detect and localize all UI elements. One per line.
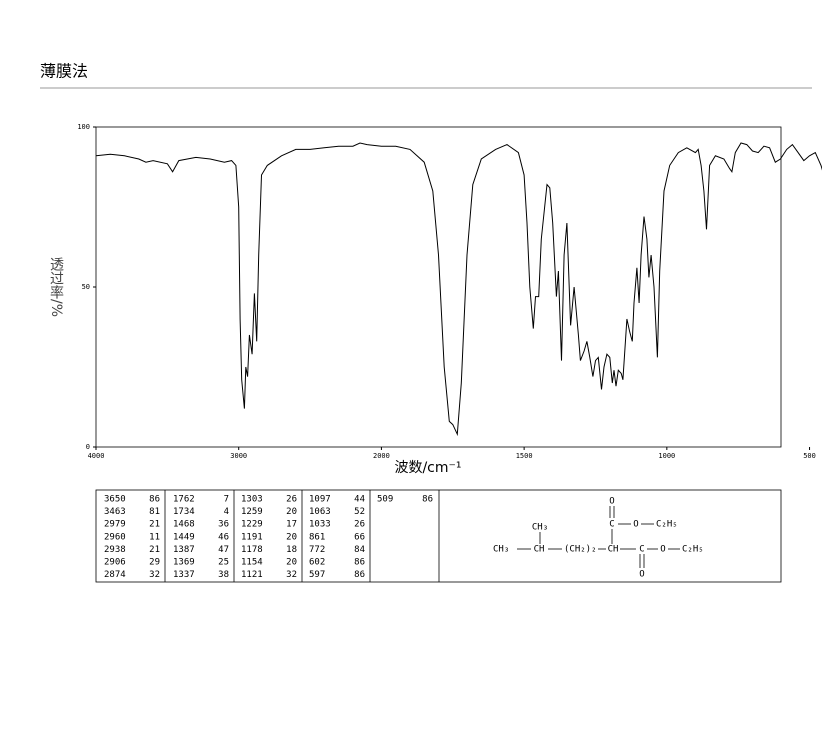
structure-label: O [639,570,644,580]
structure-label: C [609,520,614,530]
peak-transmittance: 20 [286,532,297,542]
peak-transmittance: 86 [354,558,365,568]
peak-wavenumber: 2874 [104,570,126,580]
peak-wavenumber: 3650 [104,495,126,505]
peak-transmittance: 26 [354,520,365,530]
peak-transmittance: 21 [149,545,160,555]
x-tick-label: 4000 [88,452,105,460]
structure-label: (CH₂)₂ [564,545,597,555]
structure-label: CH₃ [532,523,548,533]
peak-transmittance: 26 [286,495,297,505]
peak-wavenumber: 2906 [104,558,126,568]
peak-transmittance: 29 [149,558,160,568]
structure-label: CH [534,545,545,555]
peak-wavenumber: 2938 [104,545,126,555]
structure-label: O [633,520,638,530]
peak-wavenumber: 1387 [173,545,195,555]
peak-transmittance: 66 [354,532,365,542]
y-tick-label: 100 [77,123,90,131]
peak-wavenumber: 1154 [241,558,263,568]
x-tick-label: 1000 [658,452,675,460]
structure-label: C [639,545,644,555]
peak-wavenumber: 1178 [241,545,263,555]
peak-transmittance: 44 [354,495,365,505]
peak-transmittance: 86 [149,495,160,505]
peak-transmittance: 52 [354,507,365,517]
peak-wavenumber: 1097 [309,495,331,505]
peak-wavenumber: 1121 [241,570,263,580]
x-tick-label: 3000 [230,452,247,460]
peak-wavenumber: 1303 [241,495,263,505]
peak-wavenumber: 861 [309,532,325,542]
peak-wavenumber: 1063 [309,507,331,517]
x-axis-label: 波数/cm⁻¹ [394,460,461,476]
peak-transmittance: 11 [149,532,160,542]
structure-label: O [660,545,665,555]
peak-wavenumber: 1468 [173,520,195,530]
peak-transmittance: 86 [422,495,433,505]
peak-wavenumber: 597 [309,570,325,580]
peak-transmittance: 32 [149,570,160,580]
peak-wavenumber: 1033 [309,520,331,530]
peak-transmittance: 20 [286,507,297,517]
chart-title: 薄膜法 [40,62,88,81]
structure-label: C₂H₅ [656,520,678,530]
plot-frame [95,126,782,448]
peak-transmittance: 21 [149,520,160,530]
peak-wavenumber: 1449 [173,532,195,542]
x-tick-label: 2000 [373,452,390,460]
peak-wavenumber: 2979 [104,520,126,530]
peak-transmittance: 17 [286,520,297,530]
y-tick-label: 0 [86,443,90,451]
peak-wavenumber: 1369 [173,558,195,568]
peak-wavenumber: 1337 [173,570,195,580]
peak-wavenumber: 509 [377,495,393,505]
peak-wavenumber: 2960 [104,532,126,542]
peak-transmittance: 84 [354,545,365,555]
peak-transmittance: 81 [149,507,160,517]
peak-wavenumber: 1229 [241,520,263,530]
peak-wavenumber: 772 [309,545,325,555]
table-frame [95,489,782,583]
spectrum-line [95,142,822,437]
structure-bonds [517,506,680,568]
structure-label: CH₃ [493,545,509,555]
peak-wavenumber: 1191 [241,532,263,542]
y-axis-label: 透过率/% [48,257,64,317]
structure-label: CH [608,545,619,555]
peak-wavenumber: 1734 [173,507,195,517]
table-dividers [164,490,440,582]
peak-wavenumber: 602 [309,558,325,568]
peak-wavenumber: 1259 [241,507,263,517]
peak-transmittance: 18 [286,545,297,555]
structure-label: C₂H₅ [682,545,704,555]
y-tick-label: 50 [82,283,90,291]
peak-wavenumber: 1762 [173,495,195,505]
peak-transmittance: 86 [354,570,365,580]
peak-wavenumber: 3463 [104,507,126,517]
peak-transmittance: 46 [218,532,229,542]
peak-transmittance: 25 [218,558,229,568]
peak-transmittance: 38 [218,570,229,580]
structure-label: O [609,497,614,507]
peak-transmittance: 4 [224,507,229,517]
peak-transmittance: 7 [224,495,229,505]
peak-transmittance: 47 [218,545,229,555]
peak-transmittance: 32 [286,570,297,580]
peak-transmittance: 20 [286,558,297,568]
x-tick-label: 1500 [516,452,533,460]
x-tick-label: 500 [803,452,816,460]
peak-transmittance: 36 [218,520,229,530]
